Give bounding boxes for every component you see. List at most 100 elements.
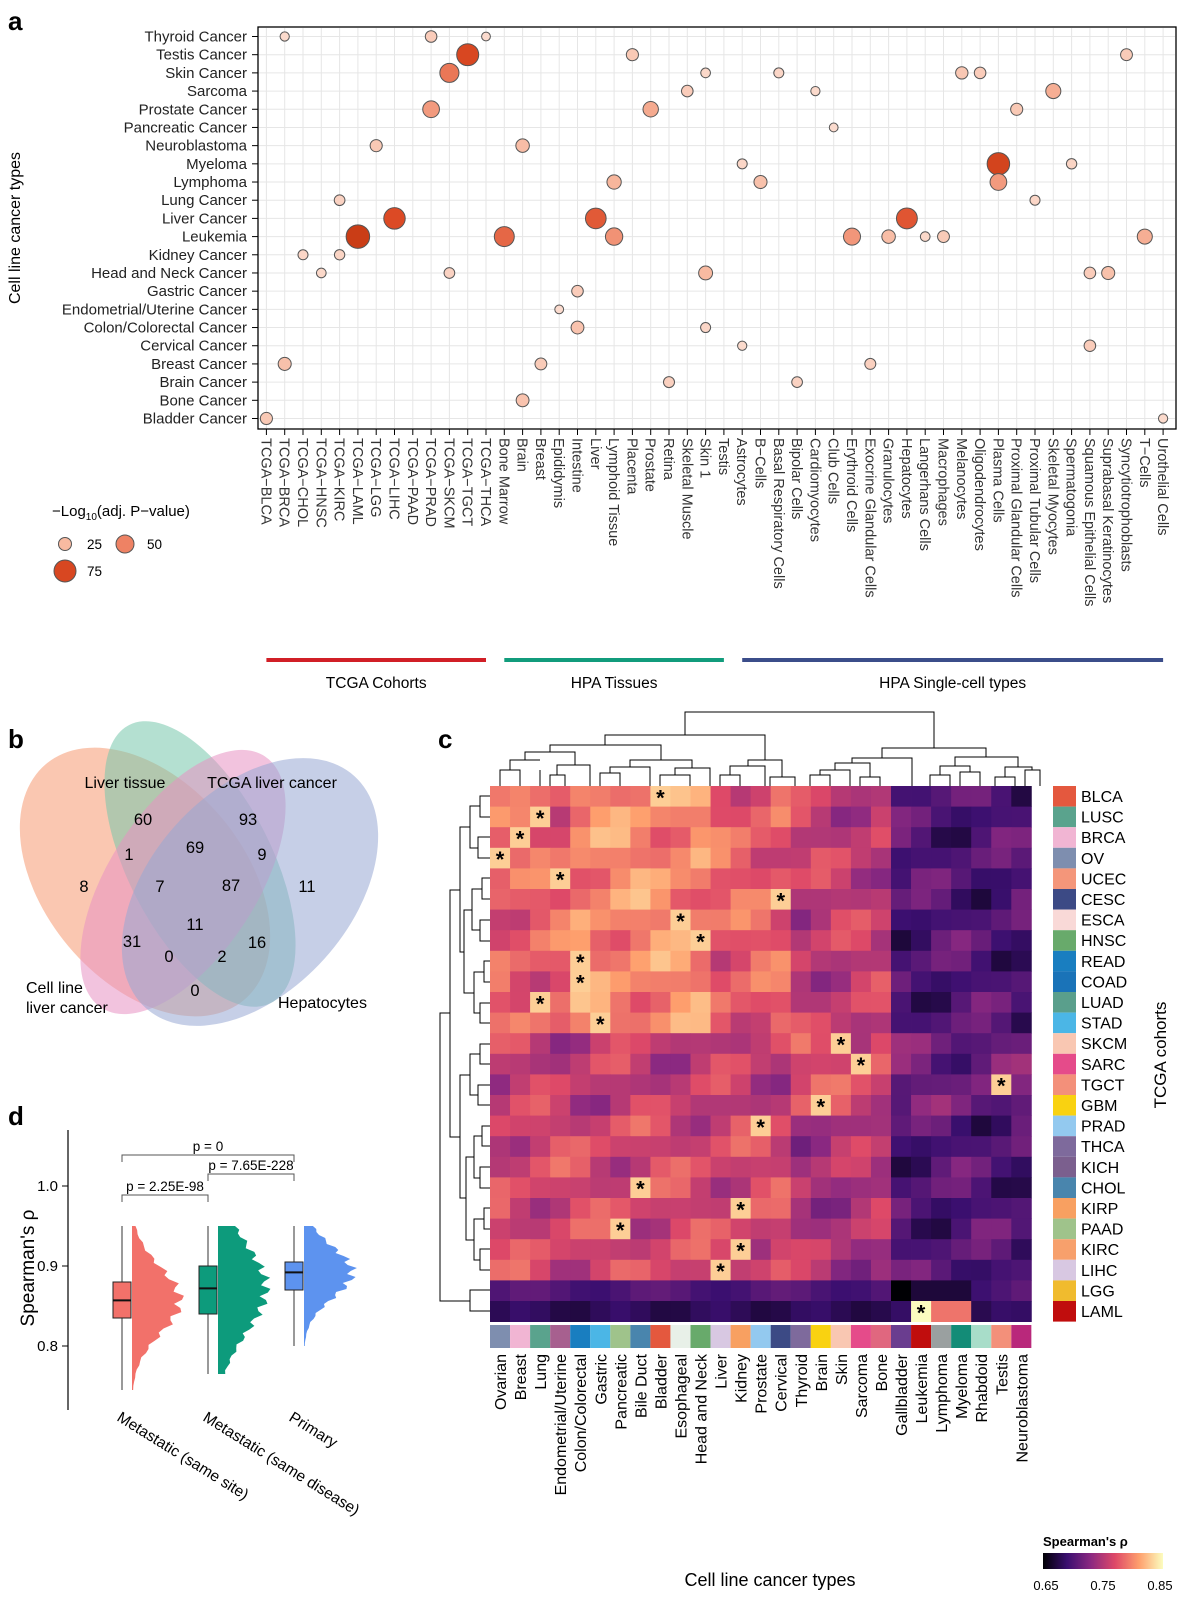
cell-hnsc-prostate	[750, 930, 772, 952]
star-laml-leukemia: *	[917, 1300, 926, 1325]
col-color-neuroblastoma	[1011, 1325, 1032, 1348]
cell-chol-bile-duct	[630, 1177, 651, 1199]
cell-lihc-lymphoma	[931, 1259, 952, 1281]
point-leukemia-t-cells	[1136, 228, 1153, 245]
cell-hnsc-neuroblastoma	[1011, 930, 1032, 952]
cell-skcm-neuroblastoma	[1011, 1033, 1032, 1055]
col-label-t-cells: T−Cells	[1136, 438, 1152, 488]
cell-blca-lung	[530, 786, 551, 807]
cell-luad-bile-duct	[630, 992, 651, 1013]
cell-kirc-neuroblastoma	[1011, 1239, 1032, 1261]
cell-stad-bile-duct	[630, 1012, 651, 1034]
cell-blca-lymphoma	[931, 786, 952, 807]
venn-count-5: 8	[79, 878, 88, 896]
cell-ov-pancreatic	[610, 847, 631, 869]
star-kirp-kidney: *	[736, 1197, 745, 1222]
col-label-skin-1: Skin 1	[697, 438, 713, 478]
point-breast-cancer-breast	[534, 357, 548, 371]
cell-hnsc-bladder	[650, 930, 671, 952]
color-legend-title: Spearman's ρ	[1043, 1534, 1128, 1549]
cell-brca-leukemia	[911, 827, 932, 849]
cell-skcm-bile-duct	[630, 1033, 651, 1055]
cell-skcm-head-and-neck	[690, 1033, 711, 1055]
row-color-read	[1053, 950, 1076, 972]
cell-brca-prostate	[750, 827, 772, 849]
cell-lihc-brain	[810, 1259, 832, 1281]
cell-thca-esophageal	[670, 1136, 691, 1158]
cell-luad-lung	[530, 992, 551, 1013]
row-color-tgct	[1053, 1074, 1076, 1095]
col-label-hepatocytes: Hepatocytes	[898, 438, 914, 519]
cell-kirc-sarcoma	[850, 1239, 872, 1261]
cell-cesc-prostate	[750, 889, 772, 910]
cell-chol-brain	[810, 1177, 832, 1199]
cell-read-endometrial-uterine	[550, 950, 571, 972]
cell-ov-head-and-neck	[690, 847, 711, 869]
cell-laml-gallbladder	[891, 1301, 912, 1322]
row-dendro-18	[473, 1135, 482, 1179]
cell-gbm-testis	[991, 1095, 1012, 1116]
cell-ucec-prostate	[750, 868, 772, 890]
col-color-gastric	[590, 1325, 611, 1348]
col-color-gallbladder	[891, 1325, 912, 1348]
cell-laml-endometrial-uterine	[550, 1301, 571, 1322]
cell-ucec-lung	[530, 868, 551, 890]
col-label-tcga-lgg: TCGA−LGG	[367, 438, 383, 517]
cell-esca-neuroblastoma	[1011, 909, 1032, 931]
cell-stad-thyroid	[790, 1012, 812, 1034]
cell-thca-brain	[810, 1136, 832, 1158]
point-skin-cancer-oligodendrocytes	[973, 66, 987, 80]
row-color-brca	[1053, 827, 1076, 848]
cell-cesc-testis	[991, 889, 1012, 910]
cell-ov-endometrial-uterine	[550, 847, 571, 869]
cell-brca-kidney	[730, 827, 752, 849]
cell-esca-head-and-neck	[690, 909, 711, 931]
cell-ucec-bone	[870, 868, 892, 890]
row-dendro-1	[477, 836, 490, 859]
cell-brca-gastric	[590, 827, 611, 849]
cell-blca-cervical	[770, 786, 792, 807]
cell-blca-bile-duct	[630, 786, 651, 807]
cell-cesc-breast	[510, 889, 531, 910]
legend-circle-50	[115, 534, 135, 554]
cell-lgg-bone	[870, 1280, 892, 1302]
row-label-ov: OV	[1081, 851, 1104, 868]
cell-cesc-lung	[530, 889, 551, 910]
cell-ucec-esophageal	[670, 868, 691, 890]
point-myeloma-plasma-cells	[986, 152, 1011, 176]
col-dendro-30	[684, 711, 935, 748]
cell-lgg-liver	[710, 1280, 731, 1302]
col-color-lung	[530, 1325, 551, 1348]
cell-coad-prostate	[750, 971, 772, 993]
cell-ucec-kidney	[730, 868, 752, 890]
col-color-breast	[510, 1325, 531, 1348]
cell-skcm-myeloma	[951, 1033, 972, 1055]
row-color-blca	[1053, 786, 1076, 807]
point-prostate-cancer-prostate	[642, 101, 659, 118]
cell-lusc-brain	[810, 806, 832, 828]
venn-count-7: 87	[222, 877, 240, 895]
cell-sarc-bladder	[650, 1053, 671, 1075]
col-label-cervical: Cervical	[774, 1354, 791, 1412]
col-label-tcga-tgct: TCGA−TGCT	[459, 438, 475, 526]
cell-luad-sarcoma	[850, 992, 872, 1013]
cell-thca-bile-duct	[630, 1136, 651, 1158]
cell-thca-bladder	[650, 1136, 671, 1158]
cell-paad-lymphoma	[931, 1218, 952, 1240]
cell-kirc-endometrial-uterine	[550, 1239, 571, 1261]
cell-lusc-lymphoma	[931, 806, 952, 828]
cell-lgg-brain	[810, 1280, 832, 1302]
cell-prad-skin	[830, 1115, 852, 1137]
cell-brca-brain	[810, 827, 832, 849]
venn-count-2: 1	[124, 846, 133, 864]
cell-gbm-bone	[870, 1095, 892, 1116]
cell-chol-myeloma	[951, 1177, 972, 1199]
point-prostate-cancer-tcga-prad	[422, 100, 440, 119]
row-color-lusc	[1053, 806, 1076, 828]
cell-gbm-colon-colorectal	[570, 1095, 591, 1116]
cell-read-prostate	[750, 950, 772, 972]
col-label-bladder: Bladder	[653, 1353, 670, 1409]
col-label-lymphoma: Lymphoma	[934, 1354, 951, 1433]
col-dendro-5	[524, 751, 576, 765]
cell-hnsc-esophageal	[670, 930, 691, 952]
